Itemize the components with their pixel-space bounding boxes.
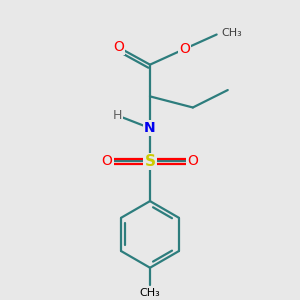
Text: O: O: [102, 154, 112, 168]
Text: H: H: [113, 109, 122, 122]
Text: CH₃: CH₃: [221, 28, 242, 38]
Text: N: N: [144, 121, 156, 135]
Text: S: S: [145, 154, 155, 169]
Text: O: O: [188, 154, 198, 168]
Text: O: O: [179, 42, 190, 56]
Text: CH₃: CH₃: [140, 288, 160, 298]
Text: O: O: [113, 40, 124, 54]
